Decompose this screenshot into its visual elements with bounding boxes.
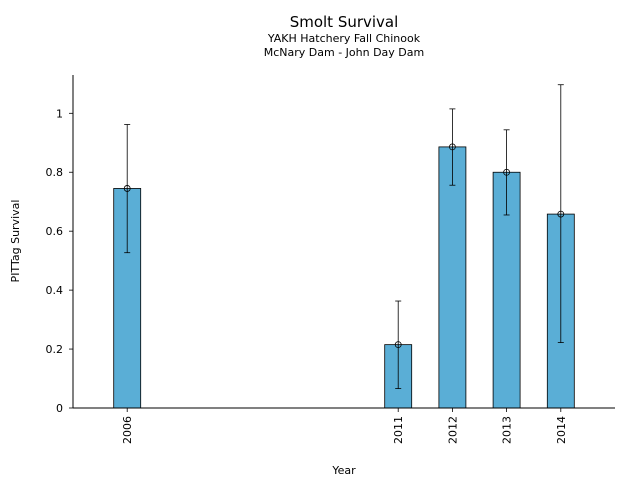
axes [72,75,615,409]
x-tick-label-2012: 2012 [446,416,459,444]
point-markers [123,143,565,349]
y-tick-label-2: 0.4 [46,284,64,297]
point-marker-2006 [123,185,131,192]
y-tick-label-4: 0.8 [46,166,64,179]
error-bars [124,84,564,389]
y-ticks: 0 0.2 0.4 0.6 0.8 1 [46,107,73,415]
x-axis-label: Year [331,464,356,477]
x-tick-label-2014: 2014 [555,416,568,444]
bars [113,146,575,409]
y-tick-label-3: 0.6 [46,225,64,238]
x-ticks: 2006 2011 2012 2013 2014 [121,408,568,444]
chart-title: Smolt Survival [289,13,399,31]
chart-subtitle-1: YAKH Hatchery Fall Chinook [267,32,421,45]
bar-2012 [438,146,467,409]
y-tick-label-0: 0 [56,402,63,415]
point-marker-2013 [503,168,511,176]
x-tick-label-2013: 2013 [501,416,514,444]
chart-subtitle-2: McNary Dam - John Day Dam [263,46,425,59]
point-marker-2011 [394,341,402,349]
x-tick-label-2006: 2006 [121,416,134,444]
y-tick-label-1: 0.2 [46,343,64,356]
point-marker-2012 [448,143,456,151]
y-axis-label: PITTag Survival [9,200,22,283]
y-tick-label-5: 1 [56,107,63,120]
x-tick-label-2011: 2011 [392,416,405,444]
point-marker-2014 [557,210,565,218]
